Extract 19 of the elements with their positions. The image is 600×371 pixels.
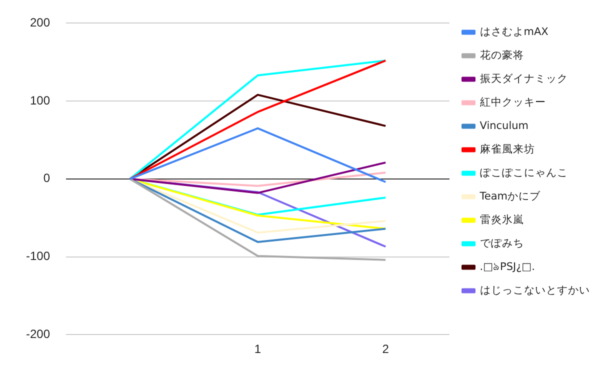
y-tick-label: -100 <box>26 249 50 264</box>
y-tick-label: 100 <box>30 93 50 108</box>
y-tick-label: 0 <box>43 171 50 186</box>
legend-label: 麻雀風来坊 <box>480 142 535 156</box>
legend-label: Vinculum <box>480 120 529 132</box>
legend-label: 振天ダイナミック <box>480 72 568 85</box>
x-tick-label: 2 <box>382 342 390 356</box>
y-tick-label: 200 <box>30 16 50 30</box>
x-tick-label: 1 <box>254 342 262 356</box>
legend-label: ぽこぽこにゃんこ <box>480 166 568 179</box>
legend-label: 雷炎氷嵐 <box>480 212 524 226</box>
y-tick-label: -200 <box>26 326 50 341</box>
legend-label: Teamかにブ <box>478 189 542 202</box>
legend-label: はさむよmAX <box>480 26 548 38</box>
legend-label: .□ঌPSJ¿□. <box>480 260 535 273</box>
legend-label: 紅中クッキー <box>480 95 546 108</box>
legend-label: 花の豪将 <box>480 48 524 62</box>
legend-label: でぽみち <box>480 237 524 250</box>
legend-label: はじっこないとすかい <box>480 284 590 296</box>
